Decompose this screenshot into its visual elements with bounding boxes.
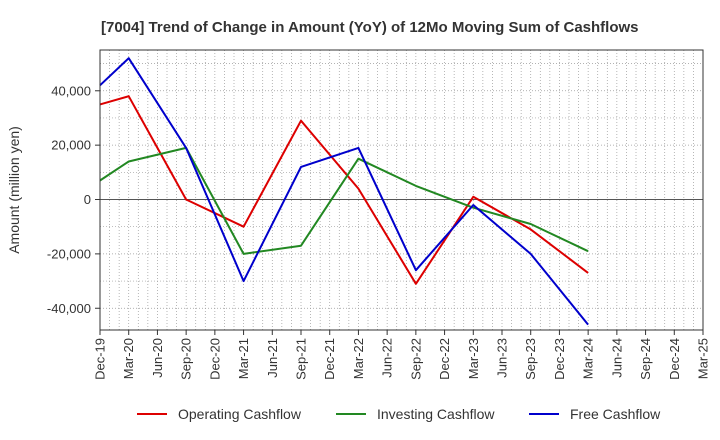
x-tick-label: Sep-24 bbox=[638, 338, 653, 380]
legend-label-investing-cashflow: Investing Cashflow bbox=[377, 406, 495, 422]
plot-frame bbox=[99, 49, 704, 331]
legend-label-free-cashflow: Free Cashflow bbox=[570, 406, 661, 422]
series-lines bbox=[99, 57, 589, 326]
chart-title: [7004] Trend of Change in Amount (YoY) o… bbox=[101, 19, 639, 36]
x-tick-label: Dec-22 bbox=[437, 338, 452, 380]
y-tick-label: -40,000 bbox=[47, 301, 91, 316]
x-tick-label: Sep-20 bbox=[179, 338, 194, 380]
x-tick-label: Jun-23 bbox=[495, 338, 510, 378]
x-tick-label: Mar-22 bbox=[351, 338, 366, 379]
legend-label-operating-cashflow: Operating Cashflow bbox=[178, 406, 302, 422]
y-tick-label: 0 bbox=[84, 192, 91, 207]
x-tick-label: Dec-21 bbox=[322, 338, 337, 380]
y-tick-label: 20,000 bbox=[51, 138, 91, 153]
y-tick-label: 40,000 bbox=[51, 83, 91, 98]
y-tick-label: -20,000 bbox=[47, 246, 91, 261]
grid bbox=[99, 50, 703, 330]
x-tick-label: Jun-20 bbox=[150, 338, 165, 378]
x-tick-label: Dec-23 bbox=[552, 338, 567, 380]
legend: Operating Cashflow Investing Cashflow Free… bbox=[137, 406, 661, 422]
series-line-operating-cashflow bbox=[99, 95, 589, 285]
x-tick-label: Sep-22 bbox=[408, 338, 423, 380]
y-axis-label: Amount (million yen) bbox=[6, 126, 22, 254]
x-tick-label: Mar-21 bbox=[236, 338, 251, 379]
x-tick-label: Mar-24 bbox=[581, 338, 596, 379]
x-tick-label: Mar-23 bbox=[466, 338, 481, 379]
x-tick-label: Mar-20 bbox=[121, 338, 136, 379]
x-tick-label: Sep-23 bbox=[523, 338, 538, 380]
x-tick-label: Dec-20 bbox=[207, 338, 222, 380]
x-tick-label: Dec-19 bbox=[93, 338, 108, 380]
series-line-free-cashflow bbox=[99, 57, 589, 326]
x-tick-label: Sep-21 bbox=[294, 338, 309, 380]
x-tick-label: Jun-24 bbox=[609, 338, 624, 378]
series-line-investing-cashflow bbox=[99, 146, 589, 255]
x-tick-label: Jun-22 bbox=[380, 338, 395, 378]
x-tick-label: Jun-21 bbox=[265, 338, 280, 378]
x-axis-ticks: Dec-19 Mar-20 Jun-20 Sep-20 Dec-20 Mar-21 Jun-… bbox=[93, 330, 711, 380]
y-axis-ticks: -40,000 -20,000 0 20,000 40,000 bbox=[47, 83, 100, 316]
x-tick-label: Dec-24 bbox=[667, 338, 682, 380]
x-tick-label: Mar-25 bbox=[696, 338, 711, 379]
